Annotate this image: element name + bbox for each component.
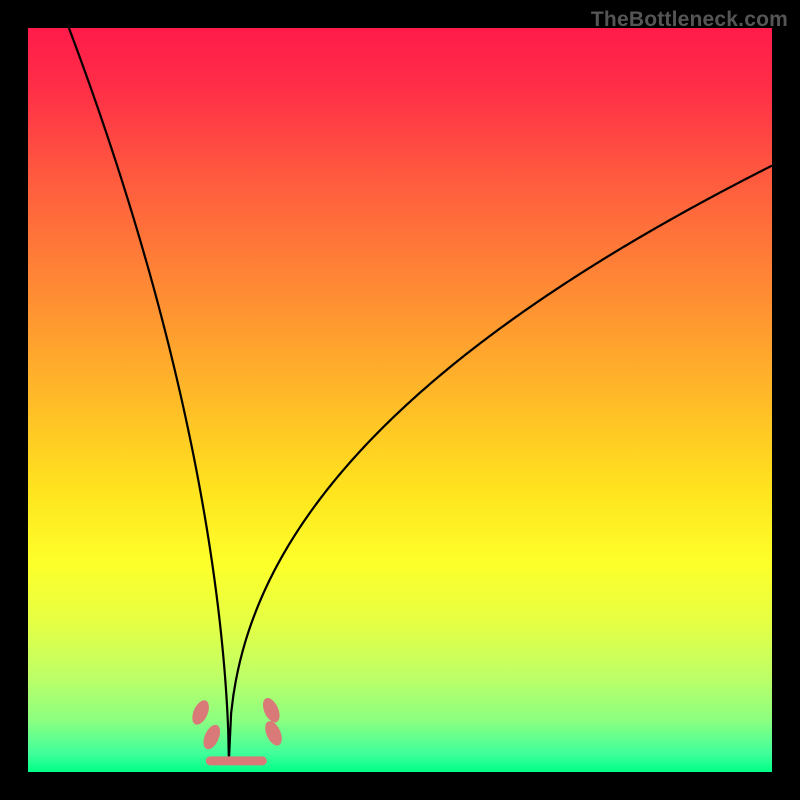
chart-frame: TheBottleneck.com xyxy=(0,0,800,800)
gradient-background xyxy=(28,28,772,772)
watermark-text: TheBottleneck.com xyxy=(591,8,788,32)
plot-svg xyxy=(28,28,772,772)
plot-area xyxy=(28,28,772,772)
